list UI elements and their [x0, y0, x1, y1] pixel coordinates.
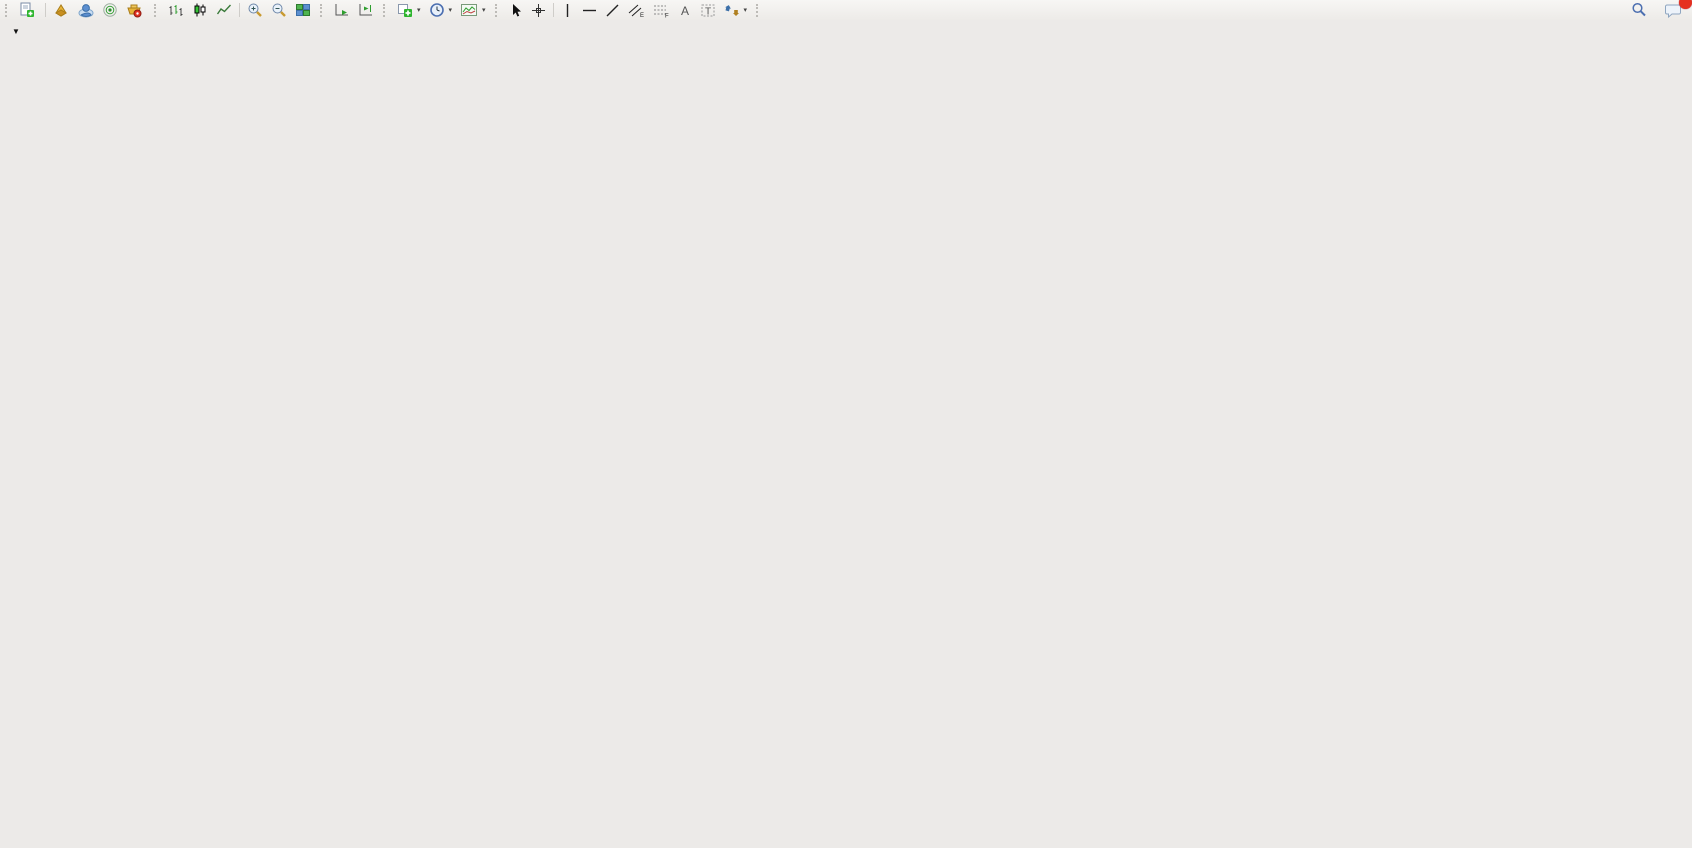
equidistant-channel-button[interactable]: E [624, 0, 649, 20]
zoom-out-icon [272, 3, 286, 17]
indicators-icon [398, 4, 412, 17]
market-button[interactable] [49, 0, 73, 20]
text-label-icon: T [701, 4, 715, 17]
chart-shift-icon [359, 4, 372, 16]
chevron-down-icon: ▾ [417, 7, 421, 14]
chat-button[interactable] [1661, 0, 1692, 20]
toolbar-grip [383, 3, 390, 17]
autotrading-button[interactable] [122, 0, 149, 20]
chart-area: ▼ [0, 20, 1692, 843]
community-button[interactable] [73, 0, 98, 20]
candlestick-chart-icon [194, 3, 206, 17]
bars-chart-button[interactable] [164, 0, 188, 20]
crosshair-button[interactable] [527, 0, 550, 20]
trendline-button[interactable] [601, 0, 624, 20]
signals-button[interactable] [98, 0, 122, 20]
chart-title-dropdown-icon[interactable]: ▼ [12, 27, 20, 36]
chart-shift-button[interactable] [354, 0, 378, 20]
search-icon [1632, 2, 1646, 17]
separator [552, 3, 554, 17]
arrows-icon [724, 4, 739, 16]
separator [239, 3, 240, 17]
line-chart-icon [216, 4, 232, 15]
chevron-down-icon: ▾ [482, 7, 486, 14]
toolbar: ▾ ▾ ▾ E F [0, 0, 1692, 21]
templates-button[interactable]: ▾ [456, 0, 490, 20]
horizontal-line-button[interactable] [578, 0, 601, 20]
crosshair-icon [531, 3, 545, 17]
candlestick-chart-button[interactable] [188, 0, 212, 20]
periods-button[interactable]: ▾ [425, 0, 457, 20]
community-icon [78, 4, 94, 18]
notification-badge [1679, 0, 1692, 9]
svg-text:T: T [705, 6, 711, 17]
zoom-in-icon [248, 3, 262, 17]
signals-icon [103, 3, 117, 17]
clock-icon [429, 3, 444, 17]
new-order-button[interactable] [15, 0, 42, 20]
toolbar-grip [756, 3, 763, 17]
zoom-out-button[interactable] [267, 0, 291, 20]
fibonacci-icon: F [653, 5, 669, 18]
trendline-icon [606, 4, 619, 16]
toolbar-grip [154, 3, 161, 17]
separator [45, 3, 46, 17]
toolbar-grip [320, 3, 327, 17]
vertical-line-button[interactable] [557, 0, 578, 20]
text-label-button[interactable]: T [696, 0, 720, 20]
bars-chart-icon [169, 5, 183, 16]
chart-canvas[interactable] [0, 20, 1692, 843]
chevron-down-icon: ▾ [448, 7, 453, 14]
text-icon: A [681, 4, 689, 18]
toolbar-grip [494, 3, 502, 17]
horizontal-line-icon [582, 9, 596, 11]
chevron-down-icon: ▾ [743, 7, 748, 14]
cursor-button[interactable] [505, 0, 527, 20]
auto-scroll-button[interactable] [330, 0, 354, 20]
cursor-icon [512, 3, 521, 16]
fibonacci-button[interactable]: F [649, 0, 674, 20]
indicators-button[interactable]: ▾ [393, 0, 425, 20]
line-chart-button[interactable] [212, 0, 236, 20]
arrows-button[interactable]: ▾ [720, 0, 752, 20]
market-icon [55, 4, 67, 17]
tile-windows-button[interactable] [291, 0, 315, 20]
vertical-line-icon [566, 3, 568, 17]
auto-scroll-icon [335, 4, 348, 16]
search-button[interactable] [1627, 0, 1651, 20]
equidistant-channel-icon: E [628, 4, 644, 18]
autotrading-icon [127, 4, 142, 18]
new-order-icon [20, 2, 34, 17]
templates-icon [461, 4, 478, 16]
svg-text:E: E [640, 13, 644, 18]
svg-text:A: A [681, 4, 689, 18]
zoom-in-button[interactable] [243, 0, 267, 20]
tile-windows-icon [296, 4, 310, 16]
text-button[interactable]: A [674, 0, 696, 20]
chart-title: ▼ [12, 27, 32, 36]
svg-text:F: F [665, 13, 669, 18]
toolbar-grip [5, 3, 12, 17]
